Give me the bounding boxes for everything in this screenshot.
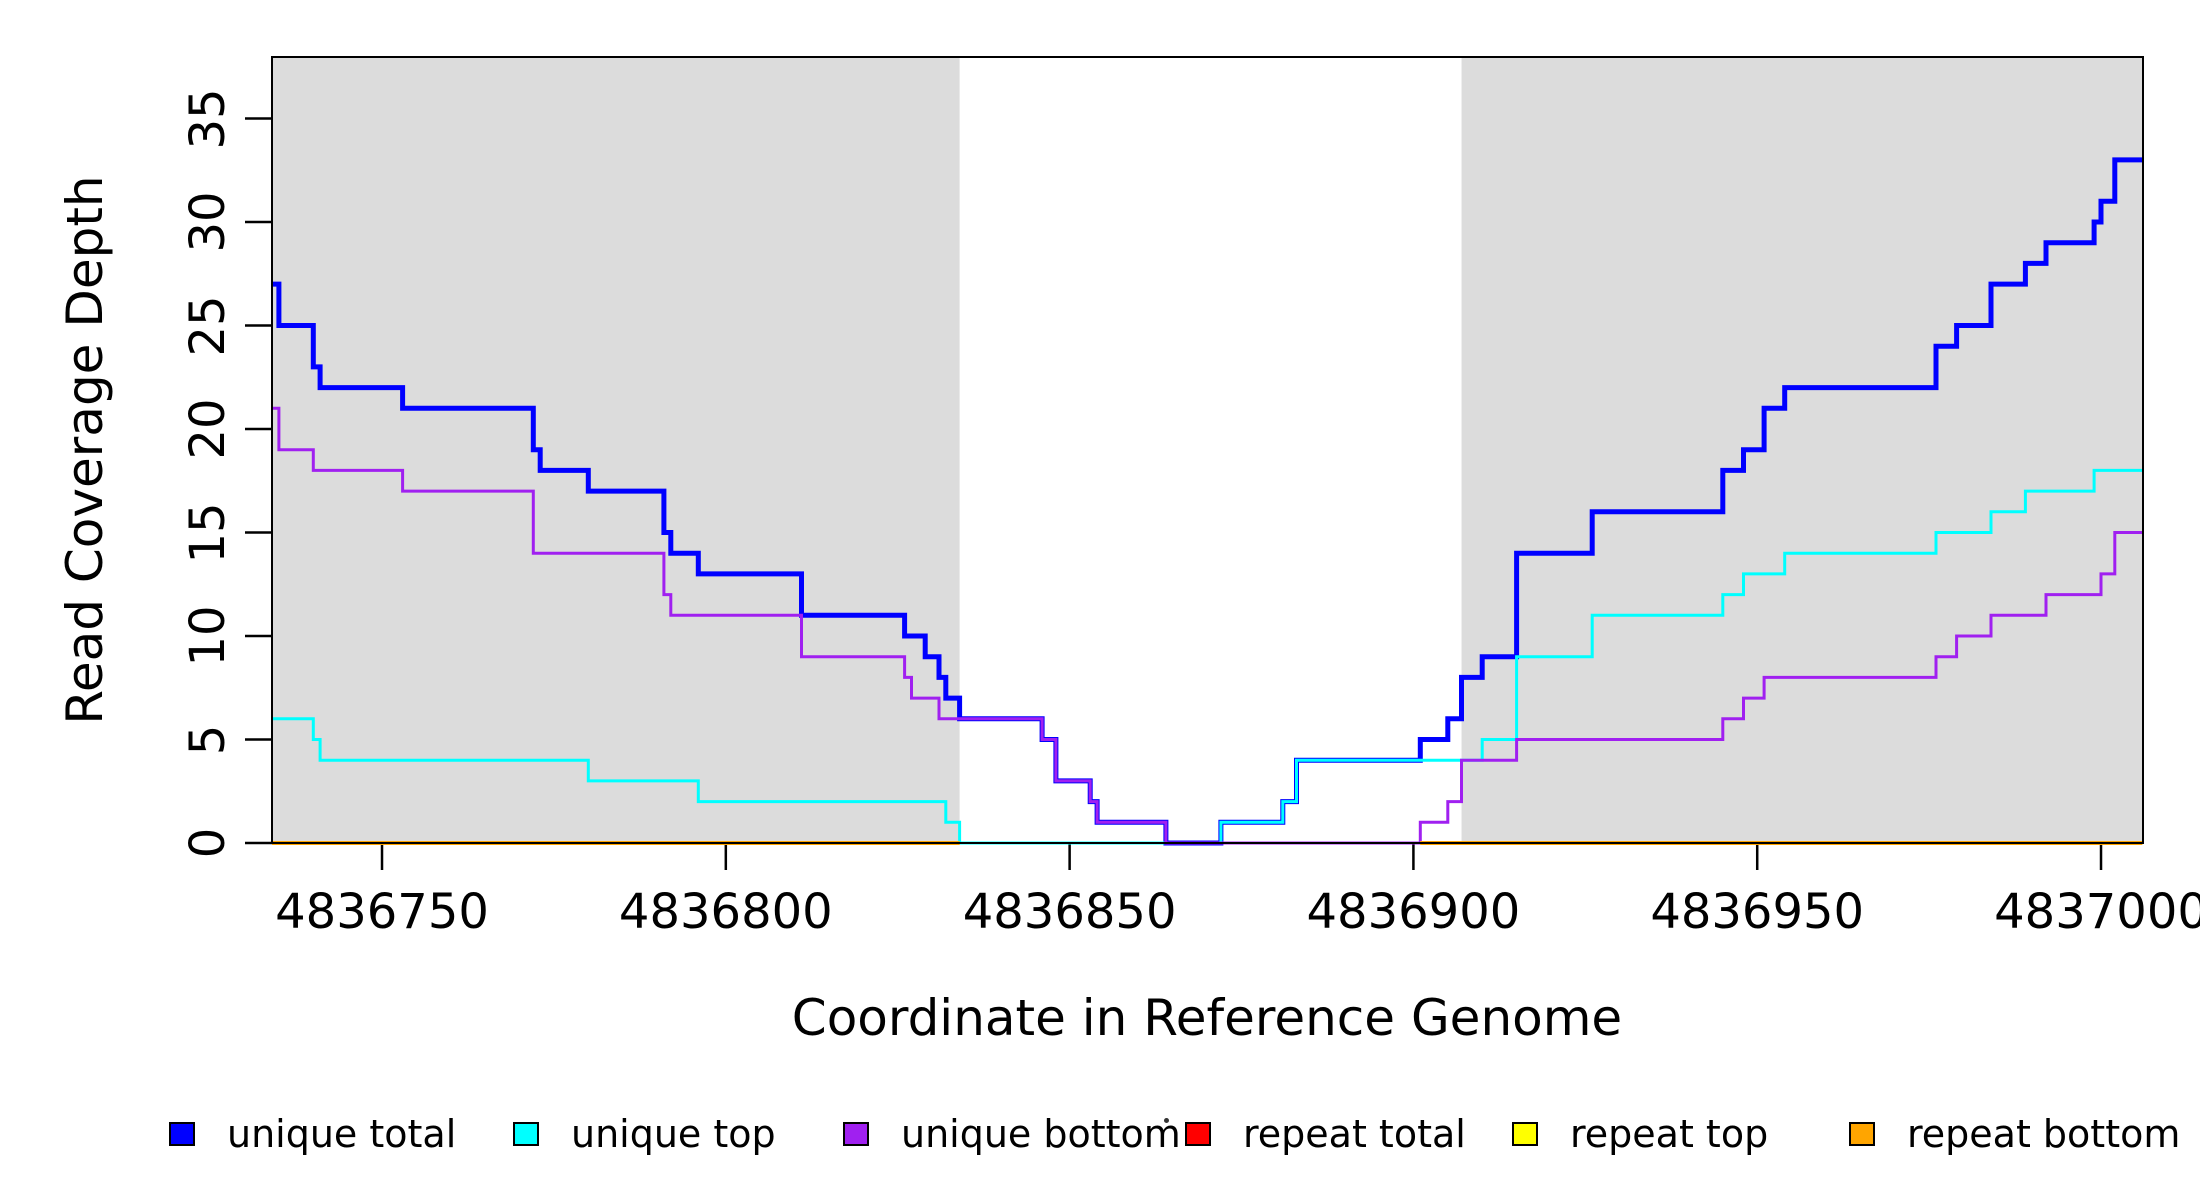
y-tick-label: 20 [180, 398, 236, 460]
shaded-region [272, 57, 960, 843]
legend-item-unique-bottom: unique bottom [843, 1110, 1181, 1158]
series-unique-bottom [272, 406, 2143, 845]
legend: unique total unique top unique bottom re… [0, 1110, 2200, 1170]
legend-item-unique-top: unique top [513, 1110, 776, 1158]
legend-label: unique total [227, 1112, 457, 1156]
repeat-bottom-swatch-icon [1849, 1122, 1875, 1146]
y-axis-title: Read Coverage Depth [56, 175, 114, 725]
legend-label: repeat bottom [1907, 1112, 2181, 1156]
y-tick-label: 30 [180, 191, 236, 253]
legend-label: repeat total [1243, 1112, 1466, 1156]
y-tick-label: 0 [180, 827, 236, 859]
unique-total-swatch-icon [169, 1122, 195, 1146]
x-tick-label: 4837000 [1994, 884, 2200, 940]
y-tick-label: 35 [180, 87, 236, 150]
unique-top-swatch-icon [513, 1122, 539, 1146]
x-tick-label: 4836800 [618, 884, 833, 940]
x-tick-label: 4836950 [1650, 884, 1865, 940]
y-tick-label: 10 [180, 605, 236, 667]
plot-box [271, 56, 2144, 844]
repeat-top-swatch-icon [1512, 1122, 1538, 1146]
shaded-region [1461, 57, 2143, 843]
legend-item-repeat-total: repeat total [1185, 1110, 1466, 1158]
y-tick-label: 25 [180, 294, 236, 357]
x-tick-label: 4836750 [275, 884, 489, 940]
legend-item-unique-total: unique total [169, 1110, 456, 1158]
x-tick-label: 4836850 [962, 884, 1177, 940]
unique-bottom-swatch-icon [843, 1122, 869, 1146]
legend-item-repeat-top: repeat top [1512, 1110, 1768, 1158]
legend-label: unique bottom [901, 1112, 1181, 1156]
y-tick-label: 5 [180, 724, 236, 755]
repeat-total-swatch-icon [1185, 1122, 1211, 1146]
x-tick-label: 4836900 [1306, 884, 1521, 940]
series-unique-top [272, 468, 2143, 845]
legend-label: unique top [571, 1112, 776, 1156]
stray-mark [1164, 1118, 1169, 1123]
x-axis-title: Coordinate in Reference Genome [791, 989, 1623, 1047]
legend-label: repeat top [1570, 1112, 1769, 1156]
y-tick-label: 15 [180, 501, 236, 564]
legend-item-repeat-bottom: repeat bottom [1849, 1110, 2180, 1158]
